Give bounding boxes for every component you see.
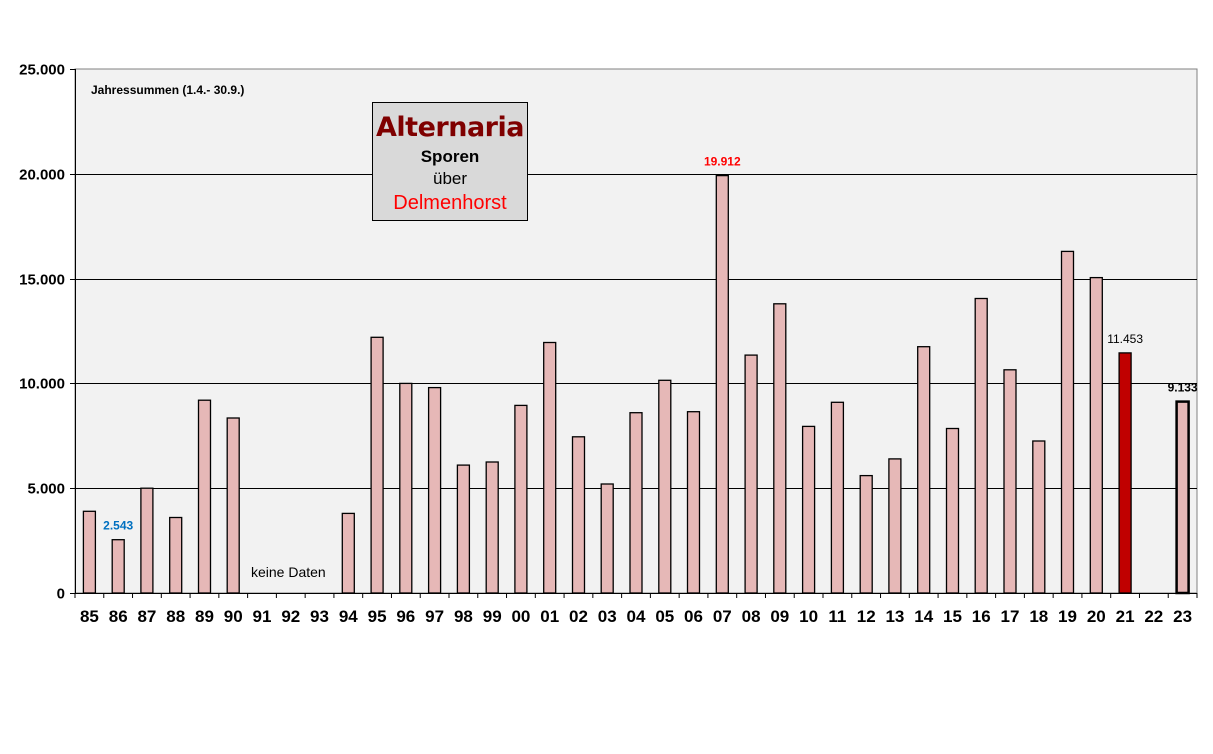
x-tick-label-87: 87 [137, 607, 156, 626]
x-tick-label-95: 95 [368, 607, 387, 626]
bar-98 [456, 464, 471, 594]
x-tick-label-18: 18 [1029, 607, 1048, 626]
y-axis: 0 5.000 10.000 15.000 20.000 25.000 [19, 62, 76, 603]
y-tick-label: 5.000 [27, 481, 65, 498]
bar-99 [485, 461, 499, 594]
bar-23 [1175, 400, 1190, 595]
bar-96 [399, 382, 413, 594]
bar-02 [571, 436, 586, 594]
x-tick-label-03: 03 [598, 607, 617, 626]
x-tick-label-88: 88 [166, 607, 185, 626]
x-axis: 85 86 87 88 89 90 91 92 93 94 95 96 97 98 99 00 01 02 03 04… [74, 593, 1198, 626]
bar-85 [82, 510, 97, 594]
y-tick-label: 20.000 [19, 167, 65, 184]
bar-08 [744, 354, 758, 594]
x-tick-label-01: 01 [540, 607, 559, 626]
x-tick-label-94: 94 [339, 607, 358, 626]
x-tick-label-08: 08 [742, 607, 761, 626]
bar-14 [917, 346, 931, 594]
title-line-ueber: über [432, 169, 468, 188]
x-tick-label-99: 99 [483, 607, 502, 626]
x-tick-label-96: 96 [396, 607, 415, 626]
x-tick-label-23: 23 [1173, 607, 1192, 626]
data-label-23: 9.133 [1168, 381, 1198, 395]
bar-09 [773, 303, 787, 594]
bar-87 [140, 487, 154, 594]
x-tick-label-22: 22 [1144, 607, 1163, 626]
data-label-07: 19.912 [704, 155, 741, 169]
title-line-location: Delmenhorst [393, 192, 507, 214]
x-tick-label-21: 21 [1116, 607, 1135, 626]
data-label-21: 11.453 [1107, 332, 1143, 346]
bars [82, 174, 1190, 595]
x-tick-label-86: 86 [109, 607, 128, 626]
bar-12 [859, 474, 873, 594]
y-tick-label: 25.000 [19, 62, 65, 79]
title-box: Alternaria Sporen über Delmenhorst [372, 102, 528, 221]
bar-88 [169, 516, 183, 594]
bar-01 [543, 341, 557, 594]
bar-90 [226, 417, 240, 594]
x-tick-label-20: 20 [1087, 607, 1106, 626]
bar-18 [1032, 440, 1046, 594]
bar-86 [111, 539, 125, 594]
bar-16 [974, 297, 988, 594]
bar-04 [629, 412, 643, 594]
bar-95 [370, 336, 384, 594]
bar-17 [1003, 369, 1017, 594]
x-tick-label-90: 90 [224, 607, 243, 626]
x-tick-label-11: 11 [828, 607, 846, 626]
data-label-86: 2.543 [103, 519, 133, 533]
x-tick-label-89: 89 [195, 607, 214, 626]
chart-subtitle: Jahressummen (1.4.- 30.9.) [91, 83, 244, 97]
bar-94 [341, 512, 355, 594]
x-tick-label-04: 04 [627, 607, 646, 626]
bar-21 [1118, 352, 1132, 594]
x-tick-label-16: 16 [972, 607, 991, 626]
bar-19 [1060, 250, 1075, 594]
x-tick-label-98: 98 [454, 607, 473, 626]
chart-title: Alternaria [376, 112, 524, 143]
x-tick-label-10: 10 [799, 607, 818, 626]
x-tick-label-85: 85 [80, 607, 99, 626]
bar-07 [715, 174, 729, 594]
bar-20 [1089, 276, 1103, 594]
y-tick-label: 0 [57, 586, 65, 603]
x-tick-label-13: 13 [885, 607, 904, 626]
x-tick-label-07: 07 [713, 607, 732, 626]
bar-00 [514, 404, 528, 594]
y-tick-label: 10.000 [19, 376, 65, 393]
bar-97 [427, 386, 442, 594]
bar-11 [830, 401, 845, 594]
title-line-sporen: Sporen [420, 147, 480, 166]
bar-15 [945, 427, 960, 594]
x-tick-label-17: 17 [1001, 607, 1020, 626]
bar-89 [197, 399, 212, 594]
x-tick-label-05: 05 [655, 607, 674, 626]
y-tick-label: 15.000 [19, 272, 65, 289]
x-tick-label-02: 02 [569, 607, 588, 626]
x-tick-label-92: 92 [281, 607, 300, 626]
x-tick-label-06: 06 [684, 607, 703, 626]
x-tick-label-91: 91 [253, 607, 272, 626]
x-tick-label-93: 93 [310, 607, 329, 626]
data-labels: 2.543 19.912 11.453 9.133 [103, 155, 1198, 533]
no-data-note: keine Daten [251, 564, 326, 580]
x-tick-label-09: 09 [770, 607, 789, 626]
bar-06 [686, 411, 701, 594]
x-tick-label-97: 97 [425, 607, 444, 626]
bar-13 [888, 458, 902, 594]
bar-03 [600, 483, 614, 594]
bar-10 [801, 425, 816, 594]
x-tick-label-12: 12 [857, 607, 876, 626]
x-tick-label-15: 15 [943, 607, 962, 626]
x-tick-label-14: 14 [914, 607, 933, 626]
bar-05 [658, 379, 672, 594]
x-tick-label-19: 19 [1058, 607, 1077, 626]
x-tick-label-00: 00 [511, 607, 530, 626]
